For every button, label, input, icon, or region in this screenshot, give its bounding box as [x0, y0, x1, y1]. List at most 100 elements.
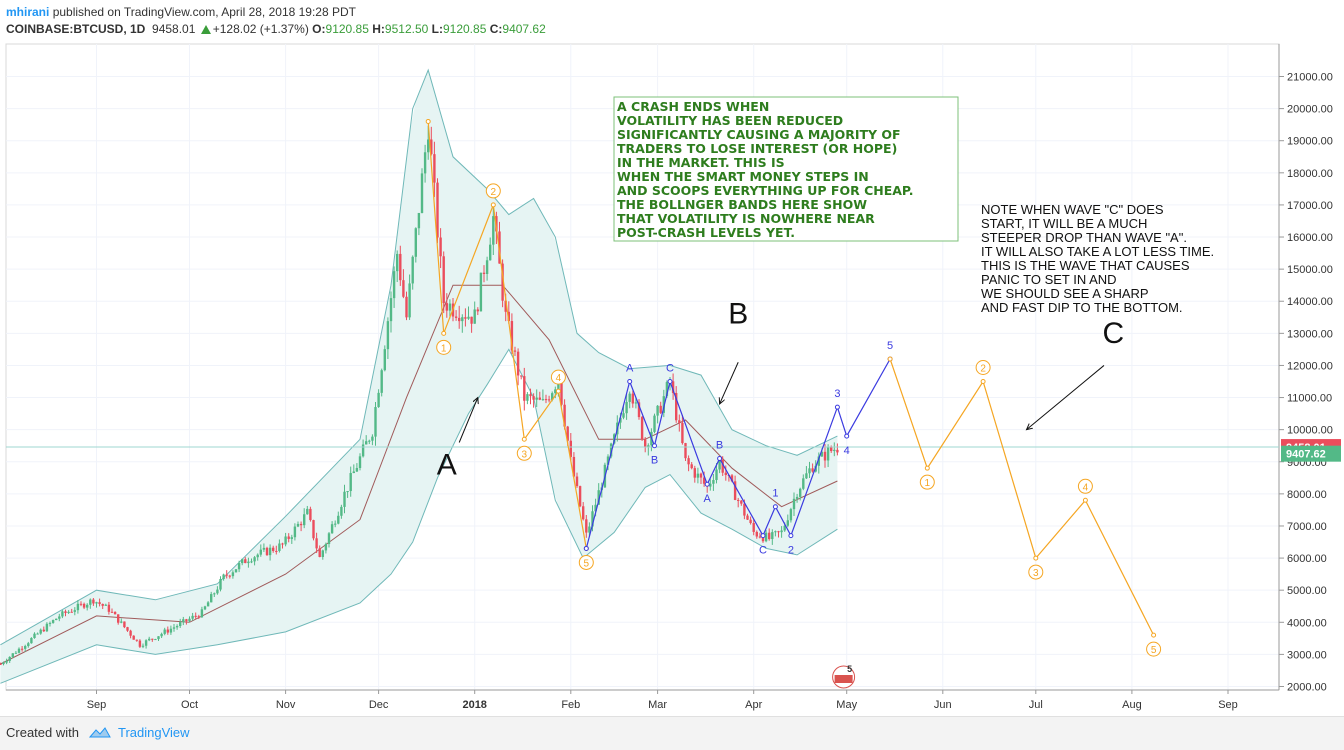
- candle-body: [560, 381, 563, 405]
- note-line: IT WILL ALSO TAKE A LOT LESS TIME.: [981, 244, 1214, 259]
- candle-body: [175, 626, 179, 628]
- wave-orange-projection-point: [924, 465, 930, 471]
- wave-blue-past-point: [717, 456, 723, 462]
- candle-body: [830, 447, 833, 452]
- candle-body: [272, 547, 275, 551]
- candle-body: [516, 351, 520, 376]
- wave-blue-past-label: A: [626, 363, 634, 375]
- wave-orange-past-label: 1: [441, 343, 447, 354]
- candle-body: [299, 523, 303, 526]
- candle-body: [544, 399, 548, 401]
- candle-body: [61, 611, 64, 617]
- x-tick-label: Jun: [934, 699, 952, 711]
- candle-body: [231, 572, 235, 577]
- y-tick-label: 18000.00: [1287, 168, 1333, 180]
- annotation-line: IN THE MARKET. THIS IS: [617, 155, 785, 170]
- candle-body: [799, 488, 802, 497]
- y-tick-label: 10000.00: [1287, 425, 1333, 437]
- candle-body: [166, 629, 169, 633]
- candle-body: [104, 604, 107, 606]
- candle-body: [755, 531, 758, 537]
- wave-blue-past-label: B: [651, 455, 658, 467]
- candle-body: [743, 503, 746, 516]
- candle-body: [464, 317, 467, 319]
- wave-orange-past-point: [425, 118, 431, 124]
- price-chart[interactable]: 21000.0020000.0019000.0018000.0017000.00…: [0, 42, 1344, 716]
- wave-orange-projection-line: [889, 358, 1155, 636]
- annotation-line: THAT VOLATILITY IS NOWHERE NEAR: [617, 211, 875, 226]
- candle-body: [476, 309, 479, 312]
- candle-body: [402, 280, 405, 297]
- wave-orange-past-label-circle: [578, 554, 594, 570]
- wave-orange-past-point: [441, 330, 447, 336]
- candle-body: [287, 536, 290, 539]
- x-tick-label: Oct: [181, 699, 198, 711]
- candle-body: [228, 575, 231, 577]
- candle-body: [256, 554, 259, 558]
- candle-body: [656, 405, 659, 416]
- candle-body: [340, 506, 343, 516]
- abc-label-c: C: [1102, 317, 1124, 350]
- candle-body: [606, 456, 610, 465]
- candle-body: [678, 420, 681, 423]
- high-label: H:: [372, 22, 385, 36]
- candle-body: [172, 627, 176, 629]
- candle-body: [132, 635, 135, 640]
- tradingview-logo-icon[interactable]: [88, 725, 112, 741]
- candle-body: [436, 182, 439, 238]
- candle-body: [696, 473, 700, 478]
- candle-body: [640, 417, 644, 440]
- note-line: WE SHOULD SEE A SHARP: [981, 286, 1149, 301]
- candle-body: [160, 633, 163, 637]
- wave-blue-past-point: [667, 379, 673, 384]
- candle-body: [219, 579, 222, 590]
- candle-body: [365, 441, 368, 445]
- candle-body: [86, 604, 89, 608]
- candle-body: [259, 549, 262, 555]
- candle-body: [79, 603, 83, 605]
- wave-orange-past-label: 4: [556, 373, 562, 384]
- candle-body: [377, 392, 380, 408]
- wave-orange-past-point: [521, 436, 527, 442]
- annotation-line: AND SCOOPS EVERYTHING UP FOR CHEAP.: [617, 183, 914, 198]
- candle-body: [566, 426, 569, 441]
- x-tick-label: Feb: [561, 699, 580, 711]
- note-line: START, IT WILL BE A MUCH: [981, 216, 1147, 231]
- x-tick-label: Mar: [648, 699, 667, 711]
- note-line: AND FAST DIP TO THE BOTTOM.: [981, 300, 1183, 315]
- candle-body: [520, 375, 523, 377]
- candle-body: [733, 481, 737, 500]
- arrow-a: [458, 398, 478, 443]
- candle-body: [712, 480, 715, 484]
- candle-body: [724, 472, 727, 476]
- candle-body: [337, 515, 340, 524]
- candle-body: [551, 393, 554, 400]
- candle-body: [526, 394, 529, 401]
- candle-body: [594, 504, 597, 512]
- candle-body: [346, 491, 349, 493]
- candle-body: [582, 506, 585, 520]
- candle-body: [154, 639, 157, 641]
- author-link[interactable]: mhirani: [6, 5, 50, 19]
- candle-body: [309, 508, 312, 521]
- candle-body: [33, 633, 36, 639]
- candle-body: [823, 451, 827, 461]
- candle-body: [98, 602, 101, 604]
- candle-body: [764, 532, 768, 542]
- candle-body: [442, 256, 445, 304]
- open-label: O:: [312, 22, 326, 36]
- candle-body: [585, 519, 588, 533]
- candle-body: [690, 464, 693, 469]
- wave-blue-past-point: [772, 504, 778, 510]
- candle-body: [448, 303, 452, 311]
- candle-body: [262, 547, 266, 550]
- candle-body: [492, 216, 495, 245]
- candle-body: [634, 402, 638, 404]
- tradingview-link[interactable]: TradingView: [118, 725, 190, 740]
- candles-group: [0, 125, 839, 666]
- candle-body: [575, 476, 579, 487]
- candle-body: [241, 559, 244, 564]
- y-tick-label: 5000.00: [1287, 585, 1327, 597]
- symbol-label[interactable]: COINBASE:BTCUSD, 1D: [6, 22, 146, 36]
- low-label: L:: [431, 22, 443, 36]
